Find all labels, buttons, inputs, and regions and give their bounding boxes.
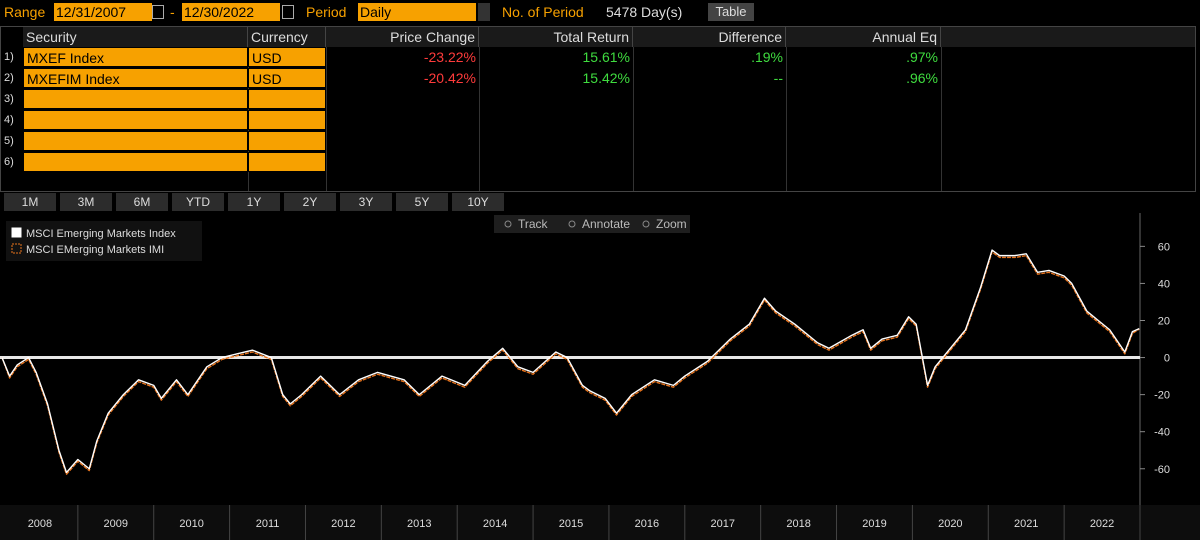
- input-cell[interactable]: [23, 89, 248, 109]
- table-button[interactable]: Table: [708, 3, 754, 21]
- x-tick-label: 2021: [1014, 518, 1038, 530]
- x-tick-label: 2009: [104, 518, 128, 530]
- input-cell[interactable]: [248, 152, 326, 172]
- column-divider: [479, 47, 480, 191]
- range-separator: -: [170, 4, 175, 20]
- y-tick-label: -60: [1154, 464, 1170, 476]
- period-button[interactable]: 5Y: [396, 193, 448, 211]
- x-axis-band: [0, 505, 1200, 540]
- header-filler: [941, 27, 1195, 47]
- value-cell: .97%: [906, 49, 938, 65]
- chart-background: [0, 213, 1200, 540]
- period-label: Period: [306, 4, 347, 20]
- column-header: Difference: [633, 27, 786, 47]
- legend-label: MSCI EMerging Markets IMI: [26, 244, 164, 256]
- legend-label: MSCI Emerging Markets Index: [26, 228, 176, 240]
- period-button[interactable]: 6M: [116, 193, 168, 211]
- input-cell[interactable]: [23, 110, 248, 130]
- input-cell[interactable]: MXEF Index: [23, 47, 248, 67]
- x-tick-label: 2020: [938, 518, 962, 530]
- period-button[interactable]: 1Y: [228, 193, 280, 211]
- x-tick-label: 2010: [179, 518, 203, 530]
- x-tick-label: 2017: [710, 518, 734, 530]
- tool-icon: [568, 220, 576, 228]
- legend-box: [6, 221, 202, 261]
- dropdown-arrow[interactable]: [478, 3, 490, 21]
- row-number: 6): [4, 156, 14, 168]
- y-tick-label: 60: [1158, 241, 1170, 253]
- y-tick-label: 40: [1158, 278, 1170, 290]
- x-tick-label: 2016: [635, 518, 659, 530]
- period-button[interactable]: 3Y: [340, 193, 392, 211]
- x-tick-label: 2022: [1090, 518, 1114, 530]
- x-tick-label: 2013: [407, 518, 431, 530]
- calendar-icon[interactable]: [152, 5, 164, 19]
- value-cell: --: [773, 70, 783, 86]
- column-header: Annual Eq: [786, 27, 941, 47]
- chart-tool[interactable]: Track: [518, 217, 549, 231]
- x-tick-label: 2012: [331, 518, 355, 530]
- chart-tool[interactable]: Annotate: [582, 217, 630, 231]
- column-header: Security: [23, 27, 248, 47]
- range-label: Range: [4, 4, 46, 20]
- tool-icon: [642, 220, 650, 228]
- y-tick-label: -20: [1154, 390, 1170, 402]
- period-button[interactable]: 10Y: [452, 193, 504, 211]
- row-number: 3): [4, 93, 14, 105]
- x-tick-label: 2008: [28, 518, 52, 530]
- x-tick-label: 2014: [483, 518, 507, 530]
- column-divider: [786, 47, 787, 191]
- input-cell[interactable]: MXEFIM Index: [23, 68, 248, 88]
- value-cell: .19%: [751, 49, 783, 65]
- row-number: 2): [4, 72, 14, 84]
- y-tick-label: 20: [1158, 315, 1170, 327]
- period-button[interactable]: YTD: [172, 193, 224, 211]
- tool-icon: [504, 220, 512, 228]
- legend-swatch: [11, 227, 22, 238]
- end-date[interactable]: 12/30/2022: [182, 3, 280, 21]
- input-cell[interactable]: [248, 89, 326, 109]
- column-header: Currency: [248, 27, 326, 47]
- y-tick-label: 0: [1164, 353, 1170, 365]
- x-tick-label: 2015: [559, 518, 583, 530]
- x-tick-label: 2019: [862, 518, 886, 530]
- calendar-icon[interactable]: [282, 5, 294, 19]
- value-cell: -20.42%: [423, 70, 476, 86]
- row-number: 1): [4, 51, 14, 63]
- chart-toolbar: [494, 215, 690, 233]
- period-button[interactable]: 2Y: [284, 193, 336, 211]
- value-cell: 15.61%: [582, 49, 630, 65]
- input-cell[interactable]: [23, 152, 248, 172]
- count-label: No. of Period: [502, 4, 584, 20]
- row-number: 4): [4, 114, 14, 126]
- input-cell[interactable]: [248, 110, 326, 130]
- period-button[interactable]: 3M: [60, 193, 112, 211]
- period-select[interactable]: Daily: [358, 3, 476, 21]
- input-cell[interactable]: [248, 131, 326, 151]
- legend-swatch: [11, 243, 22, 254]
- column-divider: [633, 47, 634, 191]
- column-divider: [326, 47, 327, 191]
- row-number: 5): [4, 135, 14, 147]
- input-cell[interactable]: USD: [248, 47, 326, 67]
- period-button[interactable]: 1M: [4, 193, 56, 211]
- value-cell: 15.42%: [582, 70, 630, 86]
- count-value: 5478 Day(s): [606, 4, 683, 20]
- start-date[interactable]: 12/31/2007: [54, 3, 152, 21]
- value-cell: .96%: [906, 70, 938, 86]
- security-table: Security Currency Price Change Total Return…: [0, 26, 1196, 192]
- column-header: Total Return: [479, 27, 633, 47]
- value-cell: -23.22%: [423, 49, 476, 65]
- series-line: [1, 249, 1140, 474]
- column-divider: [941, 47, 942, 191]
- chart-tool[interactable]: Zoom: [656, 217, 687, 231]
- column-header: Price Change: [326, 27, 479, 47]
- input-cell[interactable]: USD: [248, 68, 326, 88]
- input-cell[interactable]: [23, 131, 248, 151]
- x-tick-label: 2011: [256, 518, 280, 530]
- y-tick-label: -40: [1154, 427, 1170, 439]
- x-tick-label: 2018: [786, 518, 810, 530]
- chart: 60 40 20 0 -20 -40 -60 2008 2009 2010 2011 2012 2013…: [0, 213, 1200, 540]
